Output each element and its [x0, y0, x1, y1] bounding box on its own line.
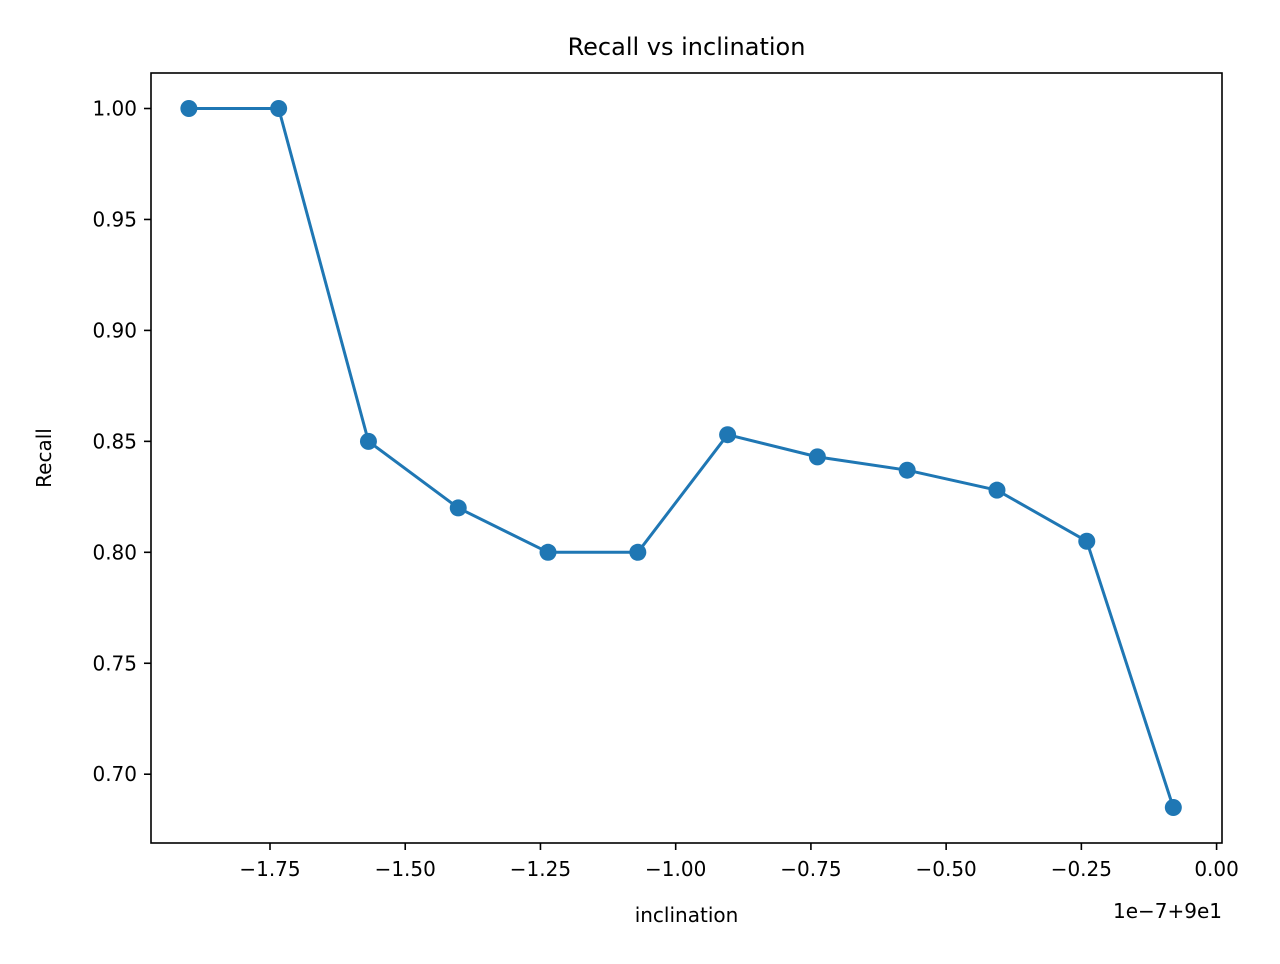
x-tick-label: −0.75 [780, 857, 841, 881]
data-point [1078, 532, 1096, 550]
x-axis-label: inclination [635, 903, 739, 927]
y-tick-label: 0.85 [92, 429, 137, 453]
data-point [1164, 798, 1182, 816]
chart-title: Recall vs inclination [568, 33, 806, 61]
x-tick-label: −0.50 [915, 857, 976, 881]
data-point [270, 100, 288, 118]
y-tick-label: 0.95 [92, 207, 137, 231]
data-point [359, 432, 377, 450]
y-tick-label: 0.80 [92, 540, 137, 564]
data-point [808, 448, 826, 466]
x-tick-label: −0.25 [1051, 857, 1112, 881]
x-tick-label: −1.00 [645, 857, 706, 881]
data-point [180, 100, 198, 118]
y-tick-label: 1.00 [92, 97, 137, 121]
y-tick-label: 0.70 [92, 762, 137, 786]
data-point [719, 426, 737, 444]
series-line [188, 107, 1175, 808]
x-tick-label: −1.25 [510, 857, 571, 881]
plot-area [151, 73, 1222, 843]
x-tick-label: −1.75 [239, 857, 300, 881]
data-point [449, 499, 467, 517]
data-point [898, 461, 916, 479]
y-tick-label: 0.75 [92, 651, 137, 675]
x-axis-offset-label: 1e−7+9e1 [1113, 899, 1222, 923]
data-point [539, 543, 557, 561]
y-tick-label: 0.90 [92, 318, 137, 342]
plot-frame [150, 72, 1223, 844]
y-axis-label: Recall [32, 428, 56, 488]
x-tick-label: −1.50 [375, 857, 436, 881]
data-point [629, 543, 647, 561]
data-point [988, 481, 1006, 499]
x-tick-label: 0.00 [1194, 857, 1239, 881]
